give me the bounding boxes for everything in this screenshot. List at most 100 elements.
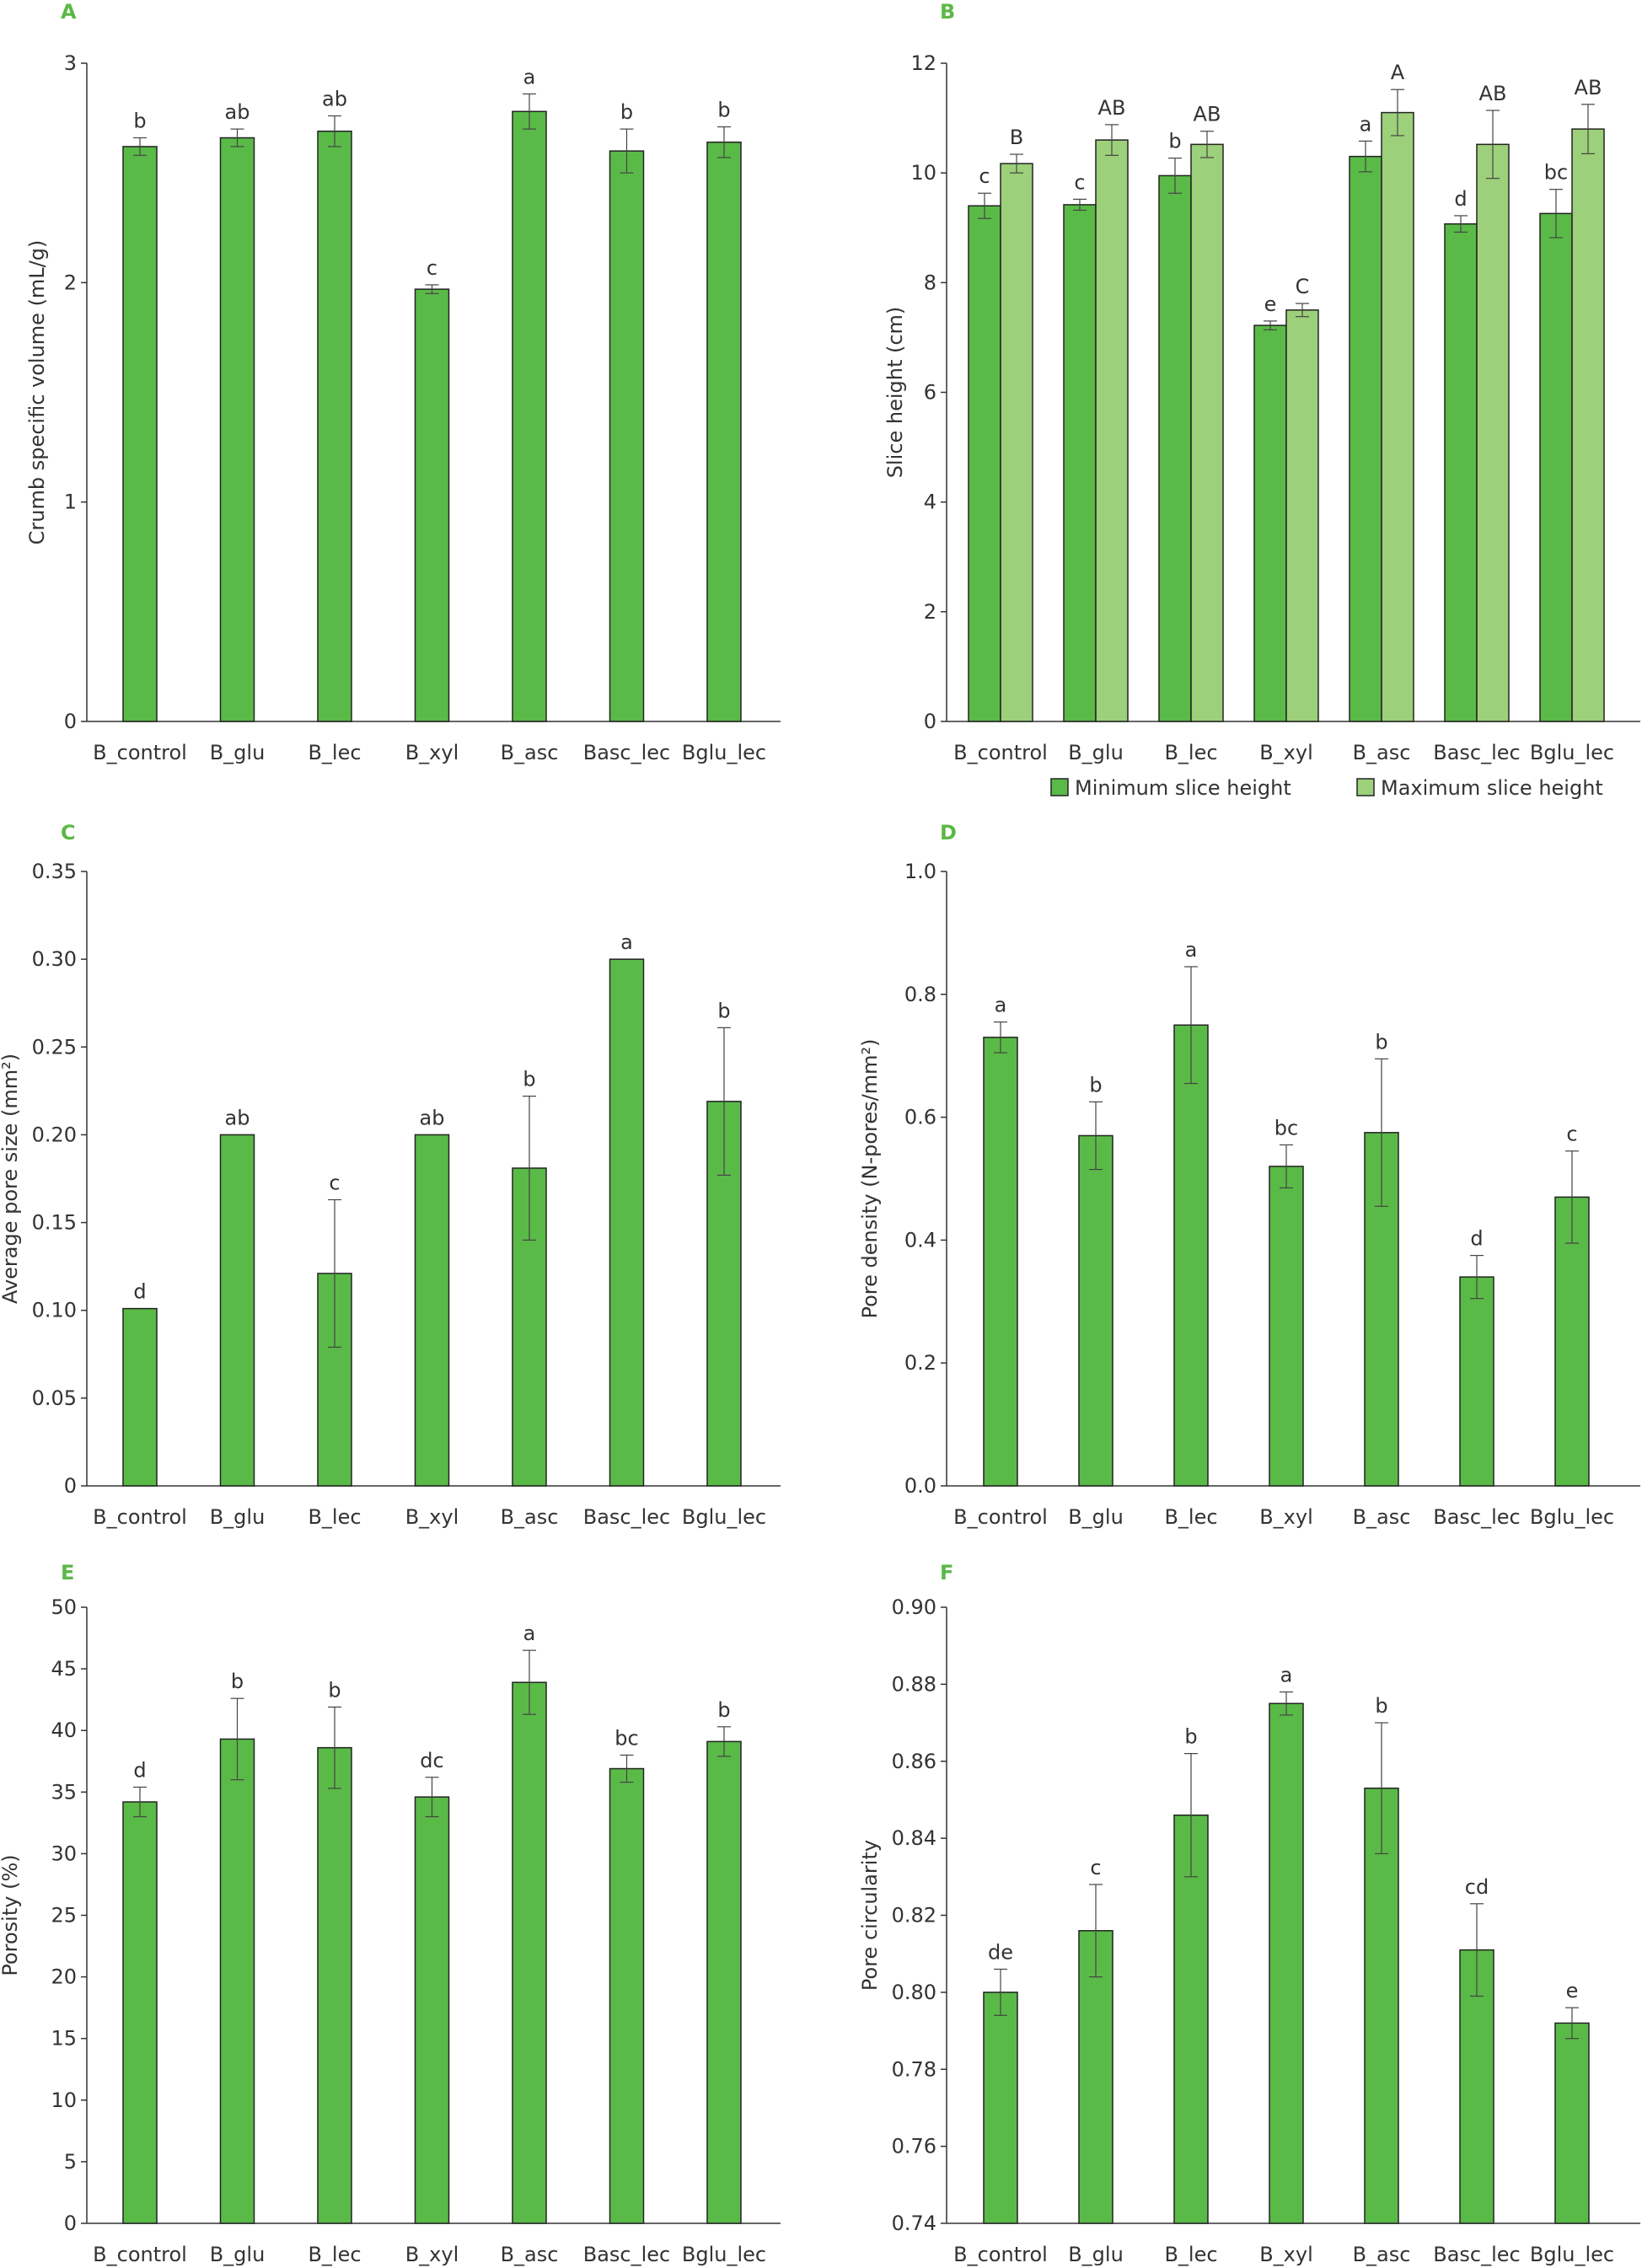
bar-B_glu-0: [219, 1134, 255, 1487]
x-tick-label: Bglu_lec: [682, 2243, 766, 2266]
y-tick-label: 8: [924, 271, 936, 294]
x-tick-label: Basc_lec: [583, 2243, 671, 2266]
significance-letter: ab: [420, 1106, 445, 1129]
x-tick-label: Basc_lec: [583, 741, 671, 764]
significance-letter: b: [1089, 1073, 1102, 1096]
bar-Bglu_lec-0: [706, 1740, 742, 2224]
y-tick-label: 0.80: [892, 1981, 936, 2004]
bar-B_lec-1: [1190, 143, 1224, 722]
y-tick-label: 40: [51, 1718, 77, 1742]
y-axis-label: Average pore size (mm²): [0, 1054, 22, 1304]
significance-letter: e: [1566, 1979, 1579, 2003]
significance-letter: b: [328, 1678, 341, 1702]
y-tick-label: 45: [51, 1657, 77, 1681]
bar-B_control-0: [122, 1801, 158, 2224]
legend-swatch: [1050, 778, 1069, 796]
bar-B_xyl-0: [414, 1134, 450, 1487]
y-tick-label: 3: [64, 51, 77, 75]
bar-B_glu-0: [1063, 204, 1097, 722]
y-tick-label: 25: [51, 1904, 77, 1928]
y-tick-label: 0.84: [892, 1826, 936, 1850]
bar-Bglu_lec-0: [1554, 1196, 1590, 1487]
panel-label: E: [61, 1561, 74, 1584]
significance-letter: B: [1010, 126, 1023, 149]
x-tick-label: B_control: [953, 1505, 1048, 1529]
significance-letter: d: [133, 1280, 146, 1304]
x-tick-label: Basc_lec: [583, 1505, 671, 1529]
significance-letter: a: [523, 65, 536, 88]
bar-B_control-0: [122, 146, 158, 722]
y-tick-label: 0.90: [892, 1595, 936, 1619]
significance-letter: AB: [1098, 96, 1126, 120]
bar-B_lec-0: [317, 130, 352, 722]
bar-B_asc-0: [1349, 155, 1382, 722]
x-tick-label: B_asc: [501, 1505, 559, 1529]
significance-letter: a: [620, 930, 633, 954]
y-axis-label: Pore circularity: [858, 1840, 882, 1991]
chart-panel-F: F 0.74 0.76 0.78 0.80 0.82 0.84 0.86 0.88 0.90 Por…: [858, 1561, 1640, 2266]
bar-B_asc-0: [512, 1681, 547, 2224]
y-tick-label: 0.10: [32, 1299, 77, 1322]
bar-B_asc-0: [512, 110, 547, 722]
significance-letter: cd: [1465, 1875, 1489, 1899]
significance-letter: ab: [225, 100, 250, 124]
x-tick-label: B_asc: [1353, 2243, 1411, 2266]
bar-Bglu_lec-1: [1571, 128, 1605, 722]
x-tick-label: B_lec: [308, 2243, 361, 2266]
y-tick-label: 0.20: [32, 1123, 77, 1146]
bar-B_control-0: [968, 205, 1001, 722]
significance-letter: b: [1184, 1725, 1197, 1749]
significance-letter: b: [717, 98, 730, 121]
x-tick-label: B_glu: [210, 2243, 266, 2266]
bar-B_asc-0: [1364, 1787, 1399, 2224]
bar-B_control-0: [983, 1037, 1018, 1487]
bar-B_glu-0: [219, 137, 255, 722]
x-tick-label: B_control: [953, 741, 1048, 764]
significance-letter: d: [1470, 1227, 1483, 1251]
significance-letter: b: [717, 999, 730, 1022]
y-tick-label: 2: [924, 600, 936, 624]
y-tick-label: 1.0: [904, 860, 936, 883]
significance-letter: AB: [1575, 76, 1602, 99]
y-tick-label: 0.2: [904, 1351, 936, 1375]
x-tick-label: B_lec: [308, 741, 361, 764]
x-tick-label: B_xyl: [1259, 1505, 1313, 1529]
y-tick-label: 1: [64, 491, 77, 514]
y-tick-label: 0.88: [892, 1672, 936, 1696]
chart-panel-D: D 0.0 0.2 0.4 0.6 0.8 1.0 Pore density (N-pores…: [858, 821, 1640, 1529]
y-tick-label: 0.35: [32, 860, 77, 883]
y-tick-label: 0.30: [32, 947, 77, 971]
legend-swatch: [1356, 778, 1375, 796]
y-tick-label: 10: [51, 2088, 77, 2112]
significance-letter: c: [979, 164, 990, 188]
x-tick-label: B_asc: [1353, 1505, 1411, 1529]
bar-B_xyl-0: [414, 1796, 450, 2224]
x-tick-label: B_asc: [1353, 741, 1411, 764]
x-tick-label: B_control: [93, 741, 187, 764]
significance-letter: de: [988, 1940, 1013, 1964]
significance-letter: b: [620, 100, 633, 124]
bar-B_control-1: [1000, 163, 1033, 722]
y-tick-label: 0: [64, 2212, 77, 2235]
bar-Bglu_lec-0: [706, 141, 742, 722]
significance-letter: c: [1074, 170, 1085, 194]
y-tick-label: 0.15: [32, 1211, 77, 1235]
x-tick-label: B_asc: [501, 741, 559, 764]
x-tick-label: Basc_lec: [1433, 1505, 1521, 1529]
significance-letter: c: [427, 256, 437, 280]
y-tick-label: 0.05: [32, 1386, 77, 1410]
x-tick-label: Basc_lec: [1433, 741, 1521, 764]
y-tick-label: 0: [924, 710, 936, 733]
x-tick-label: B_control: [93, 1505, 187, 1529]
significance-letter: ab: [322, 87, 347, 110]
bar-B_xyl-0: [1253, 324, 1287, 722]
significance-letter: dc: [420, 1749, 443, 1772]
significance-letter: b: [1168, 130, 1181, 153]
y-tick-label: 50: [51, 1595, 77, 1619]
bar-B_lec-0: [317, 1746, 352, 2224]
bar-B_asc-1: [1381, 111, 1414, 722]
y-axis-label: Porosity (%): [0, 1854, 22, 1976]
y-tick-label: 30: [51, 1842, 77, 1865]
bar-Basc_lec-0: [1444, 223, 1478, 722]
